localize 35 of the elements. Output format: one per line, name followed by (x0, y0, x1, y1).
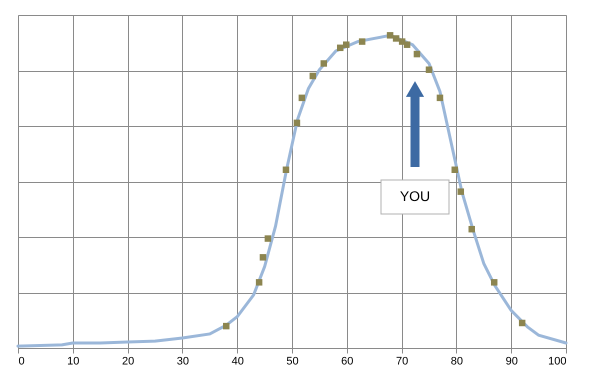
point (358, 38, 366, 45)
point (264, 235, 272, 242)
point (458, 188, 464, 195)
x-tick-label: 80 (450, 356, 464, 368)
point (298, 94, 306, 102)
point (294, 120, 300, 126)
x-tick-label: 60 (341, 356, 354, 368)
x-tick-label: 20 (122, 356, 134, 368)
x-tick-label: 50 (286, 356, 299, 368)
x-tick-label: 30 (176, 356, 190, 368)
point (404, 41, 410, 48)
point (320, 60, 328, 67)
x-tick-label: 0 (18, 356, 25, 368)
point (392, 35, 400, 42)
x-tick-label: 90 (506, 356, 518, 368)
point (518, 320, 526, 326)
point (282, 166, 290, 174)
point (336, 44, 344, 52)
point (386, 32, 394, 39)
point (343, 41, 350, 48)
point (426, 66, 432, 73)
point (468, 226, 475, 232)
point (256, 279, 262, 286)
point (310, 72, 316, 80)
point (436, 94, 444, 102)
point (260, 254, 266, 261)
x-tick-label: 10 (67, 356, 80, 368)
point (223, 322, 230, 330)
point (414, 50, 420, 58)
x-tick-label: 100 (548, 356, 566, 368)
point (452, 166, 458, 174)
annotation: YOU (400, 188, 430, 204)
x-tick-label: 40 (232, 356, 244, 368)
point (490, 279, 498, 286)
x-tick-label: 70 (396, 356, 408, 368)
